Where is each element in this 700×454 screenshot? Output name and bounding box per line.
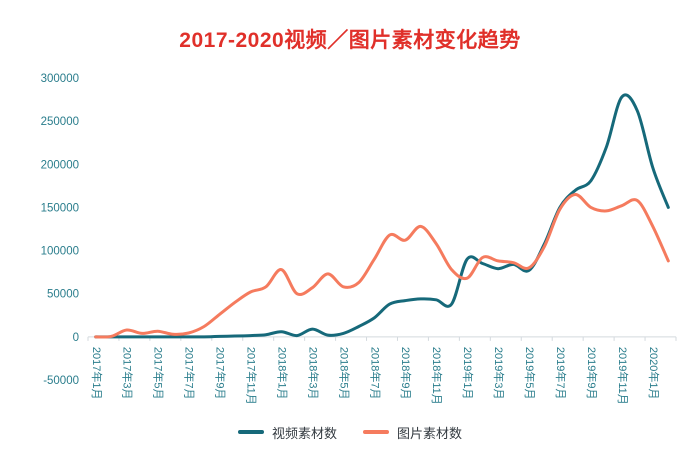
x-axis-label: 2018年5月: [337, 347, 351, 400]
y-axis-label: 150000: [41, 202, 79, 214]
plot-svg: -50000 0 50000 100000 150000 200000 250000 3000…: [41, 73, 677, 405]
x-axis-label: 2019年11月: [616, 347, 630, 405]
y-axis-label: -50000: [43, 375, 79, 387]
y-axis-label: 100000: [41, 246, 79, 258]
y-axis-label: 250000: [41, 116, 79, 128]
x-axis-label: 2018年1月: [275, 347, 289, 400]
line-chart: -50000 0 50000 100000 150000 200000 250000 3000…: [0, 70, 700, 422]
legend-item-0[interactable]: 视频素材数: [237, 423, 337, 442]
x-axis-label: 2020年1月: [647, 347, 661, 400]
legend-label-1: 图片素材数: [397, 425, 463, 441]
x-axis-label: 2017年1月: [90, 347, 104, 400]
chart-title: 2017-2020视频／图片素材变化趋势: [179, 29, 521, 52]
x-axis-label: 2019年3月: [492, 347, 506, 400]
y-axis-label: 200000: [41, 159, 79, 171]
legend-label-0: 视频素材数: [271, 425, 337, 441]
x-axis-label: 2017年7月: [183, 347, 197, 400]
legend: 视频素材数 图片素材数: [0, 420, 700, 444]
x-axis-label: 2018年3月: [306, 347, 320, 400]
legend-swatch-0: [237, 430, 264, 434]
y-axis-label: 0: [73, 332, 79, 344]
series-line-1: [94, 193, 670, 339]
y-axis-label: 50000: [47, 289, 79, 301]
y-axis-label: 300000: [41, 73, 79, 85]
x-axis-label: 2018年11月: [430, 347, 444, 405]
x-axis-label: 2017年5月: [152, 347, 166, 400]
x-axis-label: 2017年11月: [244, 347, 258, 405]
series-line-0: [94, 93, 670, 339]
x-axis-label: 2019年1月: [461, 347, 475, 400]
x-axis-label: 2017年9月: [214, 347, 228, 400]
legend-swatch-1: [363, 430, 389, 434]
x-axis-label: 2018年9月: [399, 347, 413, 400]
x-axis-label: 2019年5月: [523, 347, 537, 400]
x-axis-label: 2019年9月: [585, 347, 599, 400]
x-axis-label: 2019年7月: [554, 347, 568, 400]
legend-item-1[interactable]: 图片素材数: [363, 423, 462, 442]
x-axis-label: 2017年3月: [121, 347, 135, 400]
x-axis-label: 2018年7月: [368, 347, 382, 400]
